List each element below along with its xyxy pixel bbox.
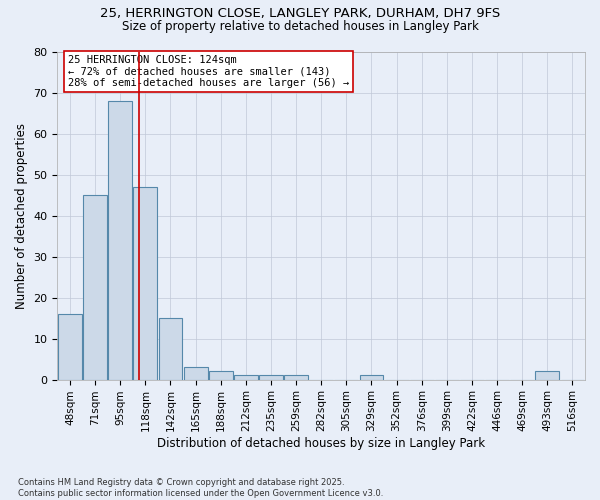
Text: Contains HM Land Registry data © Crown copyright and database right 2025.
Contai: Contains HM Land Registry data © Crown c… [18, 478, 383, 498]
Bar [58, 314, 82, 380]
Bar [83, 195, 107, 380]
X-axis label: Distribution of detached houses by size in Langley Park: Distribution of detached houses by size … [157, 437, 485, 450]
Bar [284, 376, 308, 380]
Bar [108, 100, 132, 380]
Bar [259, 376, 283, 380]
Bar [184, 368, 208, 380]
Text: Size of property relative to detached houses in Langley Park: Size of property relative to detached ho… [122, 20, 478, 33]
Y-axis label: Number of detached properties: Number of detached properties [15, 122, 28, 308]
Text: 25, HERRINGTON CLOSE, LANGLEY PARK, DURHAM, DH7 9FS: 25, HERRINGTON CLOSE, LANGLEY PARK, DURH… [100, 8, 500, 20]
Bar [133, 187, 157, 380]
Bar [158, 318, 182, 380]
Bar [359, 376, 383, 380]
Text: 25 HERRINGTON CLOSE: 124sqm
← 72% of detached houses are smaller (143)
28% of se: 25 HERRINGTON CLOSE: 124sqm ← 72% of det… [68, 55, 349, 88]
Bar [209, 372, 233, 380]
Bar [234, 376, 258, 380]
Bar [535, 372, 559, 380]
